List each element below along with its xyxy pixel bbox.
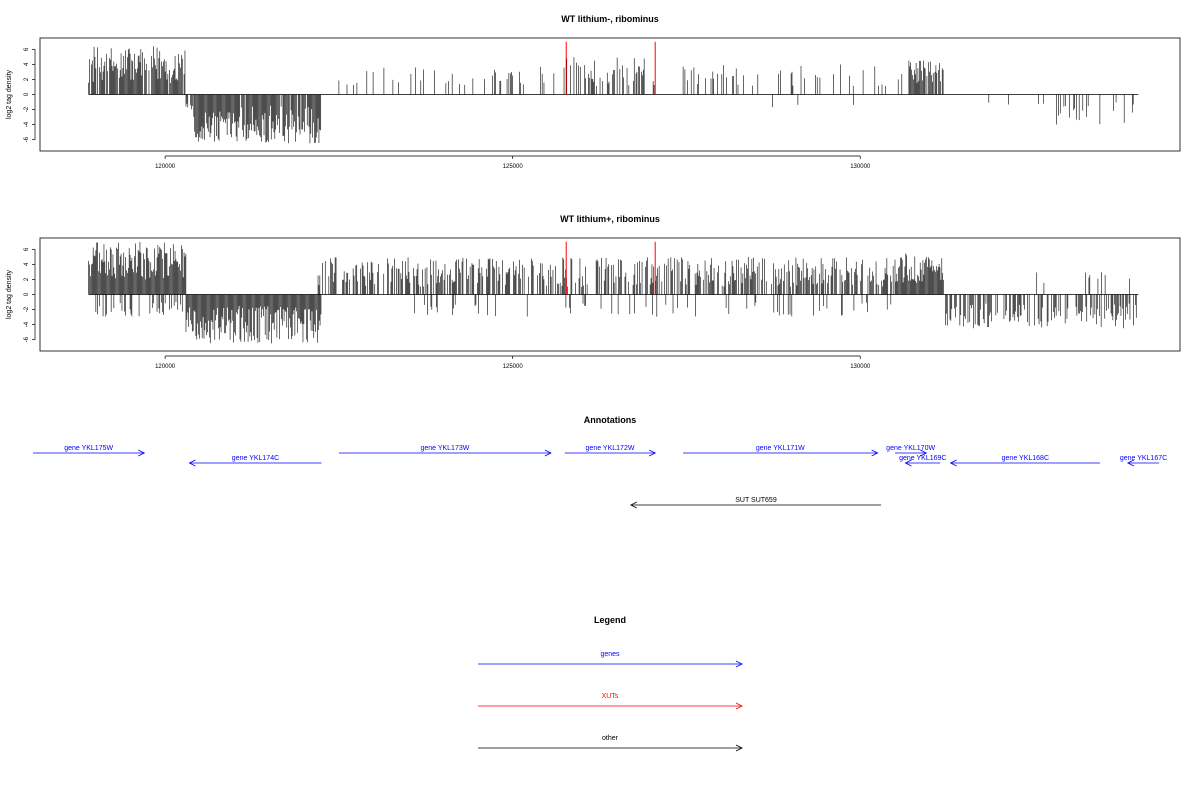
annotation-label: gene YKL172W [586, 445, 635, 452]
y-axis: 6 4 2 0 -2 -4 -6 [24, 47, 36, 142]
annotation-label: gene YKL174C [232, 455, 279, 462]
legend-label: XUTs [602, 693, 619, 700]
arrow-head [735, 702, 743, 710]
y-tick-label: 6 [24, 47, 30, 51]
annotation-label: gene YKL170W [886, 445, 935, 452]
arrow-head [949, 459, 957, 467]
x-tick-label: 130000 [850, 364, 871, 370]
x-tick-label: 125000 [503, 364, 524, 370]
arrow-head [1126, 459, 1135, 467]
legend-item: XUTs [478, 693, 743, 710]
y-tick-label: -6 [24, 336, 30, 342]
y-tick-label: 0 [24, 292, 30, 296]
annotation-arrow: gene YKL174C [188, 455, 322, 467]
x-axis: 120000 125000 130000 [155, 155, 871, 170]
x-axis: 120000 125000 130000 [155, 355, 871, 370]
panel-lithium-plus: WT lithium+, ribominus log2 tag density … [6, 214, 1181, 370]
legend-item: genes [478, 651, 743, 668]
y-tick-label: 4 [24, 262, 30, 266]
legend-item: other [478, 735, 743, 752]
y-tick-label: -6 [24, 136, 30, 142]
annotation-label: gene YKL171W [756, 445, 805, 452]
legend: Legend genes XUTs other [478, 615, 743, 752]
arrow-head [904, 459, 912, 467]
y-axis: 6 4 2 0 -2 -4 -6 [24, 247, 36, 342]
annotation-label: gene YKL175W [64, 445, 113, 452]
arrow-head [920, 449, 928, 457]
arrow-head [735, 744, 743, 752]
arrow-head [544, 449, 552, 457]
y-tick-label: -4 [24, 321, 30, 327]
plot-frame [39, 37, 1181, 152]
y-tick-label: -2 [24, 106, 30, 112]
x-tick-label: 130000 [850, 164, 871, 170]
panel-title: WT lithium-, ribominus [561, 14, 659, 24]
annotation-label: gene YKL169C [899, 455, 946, 462]
panel-title: WT lithium+, ribominus [560, 214, 660, 224]
y-tick-label: 2 [24, 77, 30, 81]
annotation-arrow: gene YKL172W [564, 445, 657, 457]
y-tick-label: 2 [24, 277, 30, 281]
bar-series [88, 41, 1139, 144]
arrow-head [649, 449, 657, 457]
y-tick-label: -2 [24, 306, 30, 312]
y-tick-label: -4 [24, 121, 30, 127]
x-tick-label: 125000 [503, 164, 524, 170]
y-tick-label: 0 [24, 92, 30, 96]
annotation-arrow: gene YKL175W [33, 445, 146, 457]
panel-lithium-minus: WT lithium-, ribominus log2 tag density … [6, 14, 1181, 170]
annotation-label: SUT SUT659 [735, 497, 777, 504]
annotations-title: Annotations [584, 415, 637, 425]
annotation-arrow: SUT SUT659 [629, 497, 882, 509]
annotation-arrow: gene YKL173W [338, 445, 552, 457]
x-tick-label: 120000 [155, 364, 176, 370]
y-tick-label: 6 [24, 247, 30, 251]
y-axis-label: log2 tag density [6, 69, 13, 119]
legend-items: genes XUTs other [478, 651, 743, 752]
y-tick-label: 4 [24, 62, 30, 66]
arrow-head [629, 501, 638, 509]
annotation-arrow: gene YKL168C [949, 455, 1101, 467]
annotation-arrow: gene YKL169C [899, 455, 946, 467]
legend-label: other [602, 735, 619, 742]
arrow-head [735, 660, 743, 668]
annotation-label: gene YKL168C [1002, 455, 1049, 462]
arrow-head [138, 449, 146, 457]
y-axis-label: log2 tag density [6, 269, 13, 319]
annotation-label: gene YKL167C [1120, 455, 1167, 462]
legend-title: Legend [594, 615, 626, 625]
arrow-head [871, 449, 879, 457]
annotation-arrow: gene YKL167C [1120, 455, 1167, 467]
annotation-items: gene YKL175W gene YKL174C gene YKL173W gene… [33, 445, 1167, 509]
annotation-arrow: gene YKL171W [682, 445, 879, 457]
legend-label: genes [600, 651, 620, 658]
x-tick-label: 120000 [155, 164, 176, 170]
plot-frame [39, 237, 1181, 352]
bar-series [88, 241, 1139, 344]
annotation-arrow: gene YKL170W [886, 445, 935, 457]
annotation-label: gene YKL173W [420, 445, 469, 452]
arrow-head [188, 459, 196, 467]
